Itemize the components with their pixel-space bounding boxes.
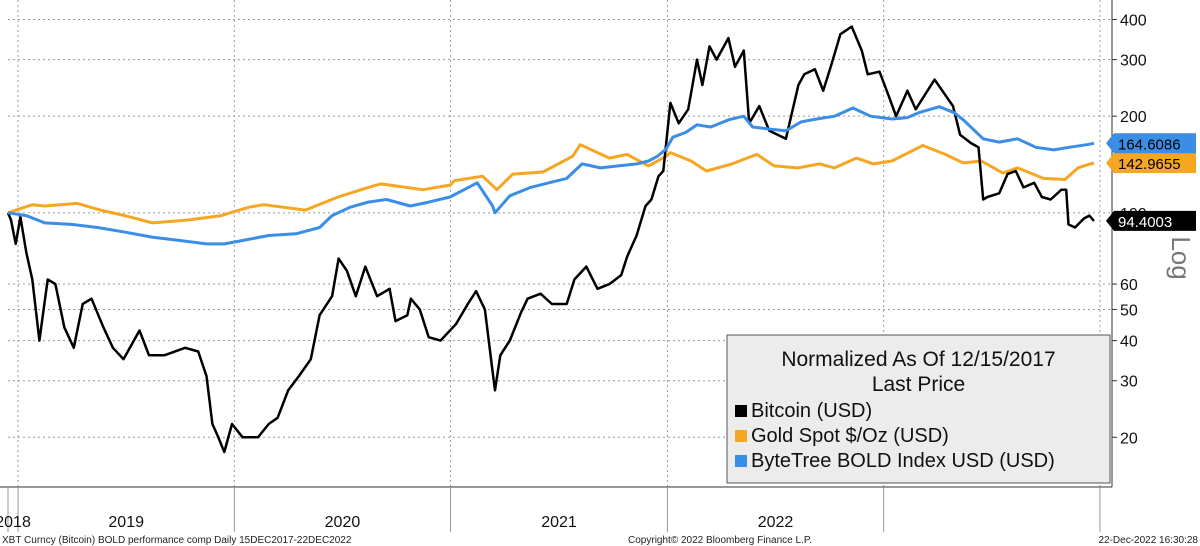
last-value-text-1: 142.9655 xyxy=(1118,156,1181,173)
legend-swatch-1 xyxy=(735,430,747,442)
y-tick-label: 30 xyxy=(1120,374,1138,391)
y-tick-label: 50 xyxy=(1120,302,1138,319)
x-year-label: 2021 xyxy=(541,514,577,531)
last-value-tag-1 xyxy=(1106,152,1196,173)
series-lines xyxy=(6,25,1095,454)
y-tick-label: 200 xyxy=(1120,109,1147,126)
last-value-tags: 94.4003 142.9655 164.6086 xyxy=(1106,133,1196,231)
x-year-label: 2020 xyxy=(325,514,361,531)
legend-entry-1: Gold Spot $/Oz (USD) xyxy=(751,425,949,447)
x-year-label: 2022 xyxy=(758,514,794,531)
footer-left-text: XBT Curncy (Bitcoin) BOLD performance co… xyxy=(2,535,352,546)
series-line-2 xyxy=(7,105,1095,246)
series-line-0 xyxy=(6,25,1095,454)
last-value-text-0: 94.4003 xyxy=(1118,214,1172,231)
footer-center-text: Copyright© 2022 Bloomberg Finance L.P. xyxy=(628,535,812,546)
x-year-label: 2019 xyxy=(108,514,144,531)
series-line-1 xyxy=(7,143,1095,225)
legend-header-line2: Last Price xyxy=(872,373,965,396)
y-tick-label: 20 xyxy=(1120,430,1138,447)
legend-swatch-0 xyxy=(735,405,747,417)
last-value-tag-0 xyxy=(1106,210,1196,231)
last-value-text-2: 164.6086 xyxy=(1118,136,1181,153)
x-axis: 2018 2019 2020 2021 2022 xyxy=(0,486,1112,532)
y-tick-label: 400 xyxy=(1120,12,1147,29)
y-tick-label: 300 xyxy=(1120,53,1147,70)
legend-box xyxy=(726,334,1111,484)
legend-header-line1: Normalized As Of 12/15/2017 xyxy=(781,348,1055,371)
scale-label: Log xyxy=(1166,236,1196,279)
y-tick-label: 40 xyxy=(1120,334,1138,351)
legend-entry-0: Bitcoin (USD) xyxy=(751,400,872,422)
legend-entry-2: ByteTree BOLD Index USD (USD) xyxy=(751,450,1055,472)
legend-swatch-2 xyxy=(735,455,747,467)
y-tick-label: 60 xyxy=(1120,277,1138,294)
last-value-tag-2 xyxy=(1106,133,1196,154)
footer-right-text: 22-Dec-2022 16:30:28 xyxy=(1098,535,1198,546)
x-year-label: 2018 xyxy=(0,514,31,531)
